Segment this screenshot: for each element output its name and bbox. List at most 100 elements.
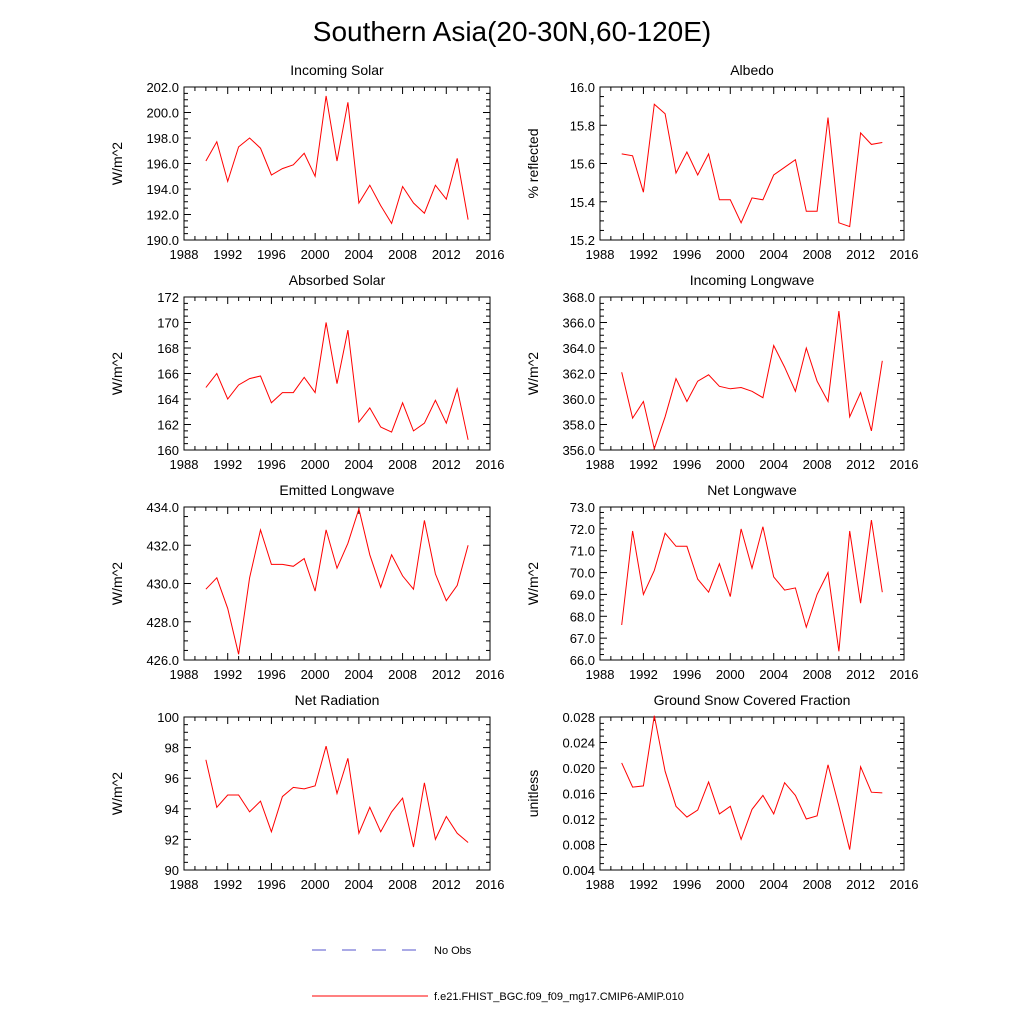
y-tick-label: 432.0 [146, 538, 179, 553]
panel-title: Net Radiation [295, 692, 380, 708]
y-tick-label: 72.0 [570, 522, 595, 537]
x-tick-label: 2000 [716, 247, 745, 262]
plot-frame [599, 296, 905, 451]
x-tick-label: 2000 [301, 667, 330, 682]
y-tick-label: 100 [157, 710, 179, 725]
data-point [445, 198, 448, 201]
data-point [859, 602, 862, 605]
data-point [467, 438, 470, 441]
data-point [761, 396, 764, 399]
data-point [859, 131, 862, 134]
data-point [859, 391, 862, 394]
x-tick-label: 2000 [716, 457, 745, 472]
data-point [881, 359, 884, 362]
data-point [336, 567, 339, 570]
data-point [642, 593, 645, 596]
data-point [751, 390, 754, 393]
data-point [631, 417, 634, 420]
data-point [379, 586, 382, 589]
data-point [620, 624, 623, 627]
data-point [772, 344, 775, 347]
data-point [675, 545, 678, 548]
data-point [445, 815, 448, 818]
data-point [740, 527, 743, 530]
data-point [729, 595, 732, 598]
x-tick-label: 1988 [170, 457, 199, 472]
x-tick-label: 2000 [301, 247, 330, 262]
x-tick-label: 2008 [803, 457, 832, 472]
y-axis-label: % reflected [525, 128, 541, 198]
x-tick-label: 1992 [629, 877, 658, 892]
x-tick-label: 1996 [257, 877, 286, 892]
x-tick-label: 2008 [388, 457, 417, 472]
x-tick-label: 2012 [432, 457, 461, 472]
data-point [653, 714, 656, 717]
data-point [620, 152, 623, 155]
panels: Incoming Solar W/m^2 1988 1992 1996 2000 2004 2… [109, 62, 918, 892]
plot-frame [599, 86, 905, 241]
data-point [412, 429, 415, 432]
data-point [837, 650, 840, 653]
data-point [642, 784, 645, 787]
y-tick-label: 196.0 [146, 157, 179, 172]
x-tick-label: 1992 [213, 667, 242, 682]
data-point [292, 391, 295, 394]
data-point [794, 158, 797, 161]
data-point [423, 212, 426, 215]
panel-2: Albedo % reflected 1988 1992 1996 2000 2004 200… [525, 62, 918, 262]
panel-8: Ground Snow Covered Fraction unitless 1988… [525, 692, 918, 892]
y-axis-label: W/m^2 [525, 352, 541, 395]
data-point [314, 784, 317, 787]
data-point [281, 563, 284, 566]
y-tick-label: 194.0 [146, 182, 179, 197]
y-axis-label: W/m^2 [109, 562, 125, 605]
legend-obs-label: No Obs [434, 945, 472, 957]
data-point [837, 805, 840, 808]
data-point [368, 406, 371, 409]
data-point [837, 221, 840, 224]
figure-title: Southern Asia(20-30N,60-120E) [313, 16, 711, 47]
data-point [379, 426, 382, 429]
data-point [827, 571, 830, 574]
data-point [718, 812, 721, 815]
data-point [336, 159, 339, 162]
data-point [805, 347, 808, 350]
data-point [434, 838, 437, 841]
data-point [729, 387, 732, 390]
data-point [204, 588, 207, 591]
data-point [848, 530, 851, 533]
x-tick-label: 2008 [388, 667, 417, 682]
y-tick-label: 364.0 [562, 341, 595, 356]
data-point [707, 591, 710, 594]
data-point [368, 184, 371, 187]
data-point [434, 572, 437, 575]
data-point [685, 151, 688, 154]
data-point [685, 545, 688, 548]
data-point [303, 152, 306, 155]
data-point [270, 173, 273, 176]
data-point [401, 797, 404, 800]
y-tick-label: 0.016 [562, 787, 595, 802]
data-point [783, 781, 786, 784]
x-tick-label: 2016 [476, 247, 505, 262]
plot-frame [183, 86, 491, 241]
y-tick-label: 67.0 [570, 631, 595, 646]
data-point [248, 810, 251, 813]
data-point [226, 180, 229, 183]
data-point [772, 173, 775, 176]
x-tick-label: 1992 [629, 667, 658, 682]
x-tick-label: 2004 [759, 457, 788, 472]
panel-title: Net Longwave [707, 482, 797, 498]
data-point [696, 809, 699, 812]
x-tick-label: 1988 [170, 667, 199, 682]
x-tick-label: 2004 [759, 247, 788, 262]
panel-7: Net Radiation W/m^2 1988 1992 1996 2000 2004 20… [109, 692, 504, 892]
data-point [423, 519, 426, 522]
data-point [434, 399, 437, 402]
series-line [621, 520, 883, 652]
data-point [631, 530, 634, 533]
panel-title: Incoming Solar [290, 62, 384, 78]
y-tick-label: 168 [157, 341, 179, 356]
data-point [259, 147, 262, 150]
data-point [346, 101, 349, 104]
